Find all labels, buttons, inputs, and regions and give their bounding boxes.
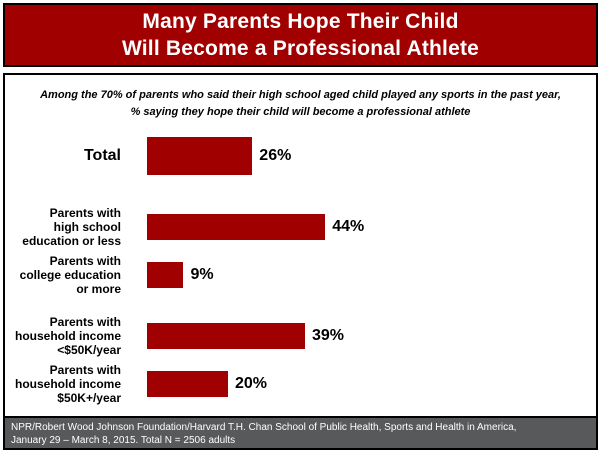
source-line1: NPR/Robert Wood Johnson Foundation/Harva…	[11, 422, 517, 433]
chart-subtitle: Among the 70% of parents who said their …	[5, 87, 596, 121]
bar	[147, 371, 228, 397]
bar	[147, 323, 305, 349]
source-line2: January 29 – March 8, 2015. Total N = 25…	[11, 435, 236, 446]
source-attribution-bar: NPR/Robert Wood Johnson Foundation/Harva…	[3, 418, 598, 450]
bar-category-label: Parents with college education or more	[19, 254, 121, 296]
bar-category-label: Parents with household income $50K+/year	[14, 363, 121, 405]
bar-row: Parents with high school education or less…	[5, 206, 596, 248]
bar	[147, 262, 184, 288]
bar	[147, 214, 326, 240]
chart-subtitle-line2: % saying they hope their child will beco…	[130, 106, 471, 118]
chart-title-banner: Many Parents Hope Their Child Will Becom…	[3, 3, 598, 67]
bar-value-label: 44%	[332, 218, 365, 235]
bar-category-label: Parents with household income <$50K/year	[14, 315, 121, 357]
bars-container: Total 26% Parents with high school educati…	[5, 137, 596, 405]
chart-plot-area: Among the 70% of parents who said their …	[3, 73, 598, 418]
bar-row: Parents with household income <$50K/year 3…	[5, 315, 596, 357]
bar-row: Parents with college education or more 9%	[5, 254, 596, 296]
bar-category-label: Parents with high school education or less	[22, 206, 121, 248]
chart-subtitle-line1: Among the 70% of parents who said their …	[40, 89, 561, 101]
chart-title-line2: Will Become a Professional Athlete	[121, 37, 480, 60]
chart-title-line1: Many Parents Hope Their Child	[142, 10, 459, 33]
bar	[147, 137, 253, 175]
bar-value-label: 26%	[259, 147, 292, 164]
bar-row: Parents with household income $50K+/year 2…	[5, 363, 596, 405]
bar-value-label: 9%	[190, 266, 214, 283]
bar-row: Total 26%	[5, 137, 596, 175]
bar-value-label: 20%	[235, 375, 268, 392]
bar-category-label: Total	[83, 147, 121, 164]
bar-value-label: 39%	[311, 327, 344, 344]
